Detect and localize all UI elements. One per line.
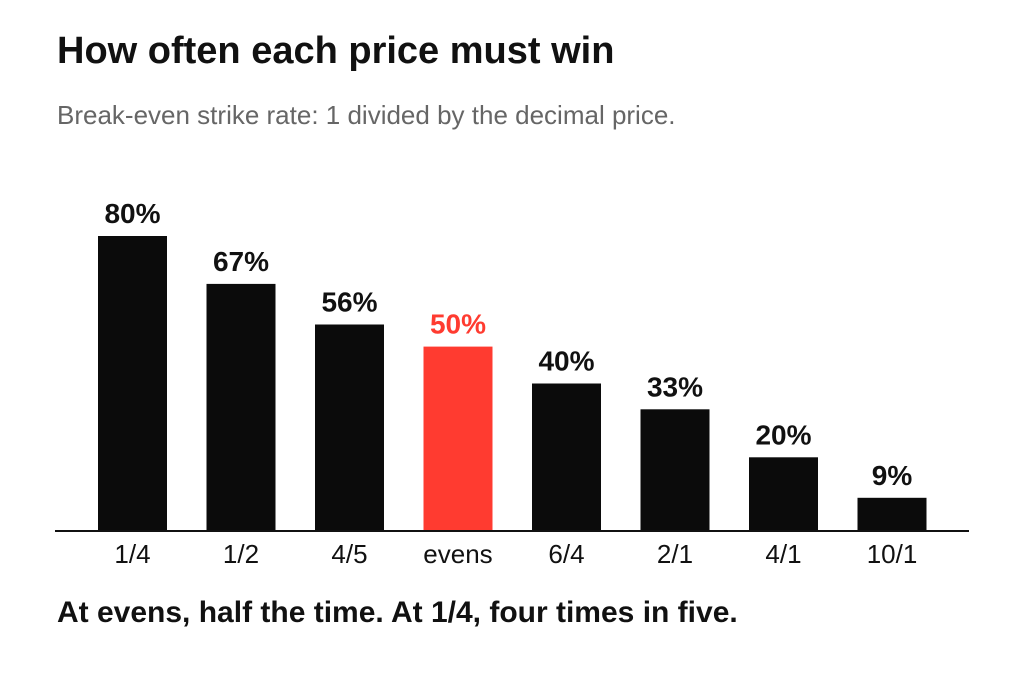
- tick-label-1-4: 1/4: [114, 539, 150, 569]
- bars-group: 80% 1/4 67% 1/2 56% 4/5 50% evens 40% 6/4 33% 2/1 20…: [98, 198, 927, 569]
- value-label-evens: 50%: [430, 309, 486, 340]
- value-label-1-4: 80%: [104, 198, 160, 229]
- bar-10-1: [857, 497, 927, 531]
- bar-2-1: [640, 409, 710, 531]
- value-label-4-5: 56%: [321, 287, 377, 318]
- value-label-4-1: 20%: [755, 419, 811, 450]
- tick-label-4-5: 4/5: [331, 539, 367, 569]
- tick-label-2-1: 2/1: [657, 539, 693, 569]
- chart-subtitle: Break-even strike rate: 1 divided by the…: [57, 100, 676, 130]
- tick-label-10-1: 10/1: [867, 539, 918, 569]
- chart-title: How often each price must win: [57, 30, 615, 72]
- bar-4-5: [315, 324, 384, 531]
- tick-label-1-2: 1/2: [223, 539, 259, 569]
- tick-label-4-1: 4/1: [765, 539, 801, 569]
- chart-footnote: At evens, half the time. At 1/4, four ti…: [57, 596, 738, 629]
- tick-label-6-4: 6/4: [548, 539, 584, 569]
- value-label-6-4: 40%: [538, 346, 594, 377]
- bar-1-4: [98, 236, 167, 531]
- bar-4-1: [749, 457, 818, 532]
- value-label-10-1: 9%: [872, 460, 913, 491]
- tick-label-evens: evens: [423, 539, 492, 569]
- bar-1-2: [206, 283, 276, 531]
- bar-6-4: [532, 383, 601, 531]
- value-label-2-1: 33%: [647, 371, 703, 402]
- value-label-1-2: 67%: [213, 246, 269, 277]
- bar-evens: [423, 346, 493, 531]
